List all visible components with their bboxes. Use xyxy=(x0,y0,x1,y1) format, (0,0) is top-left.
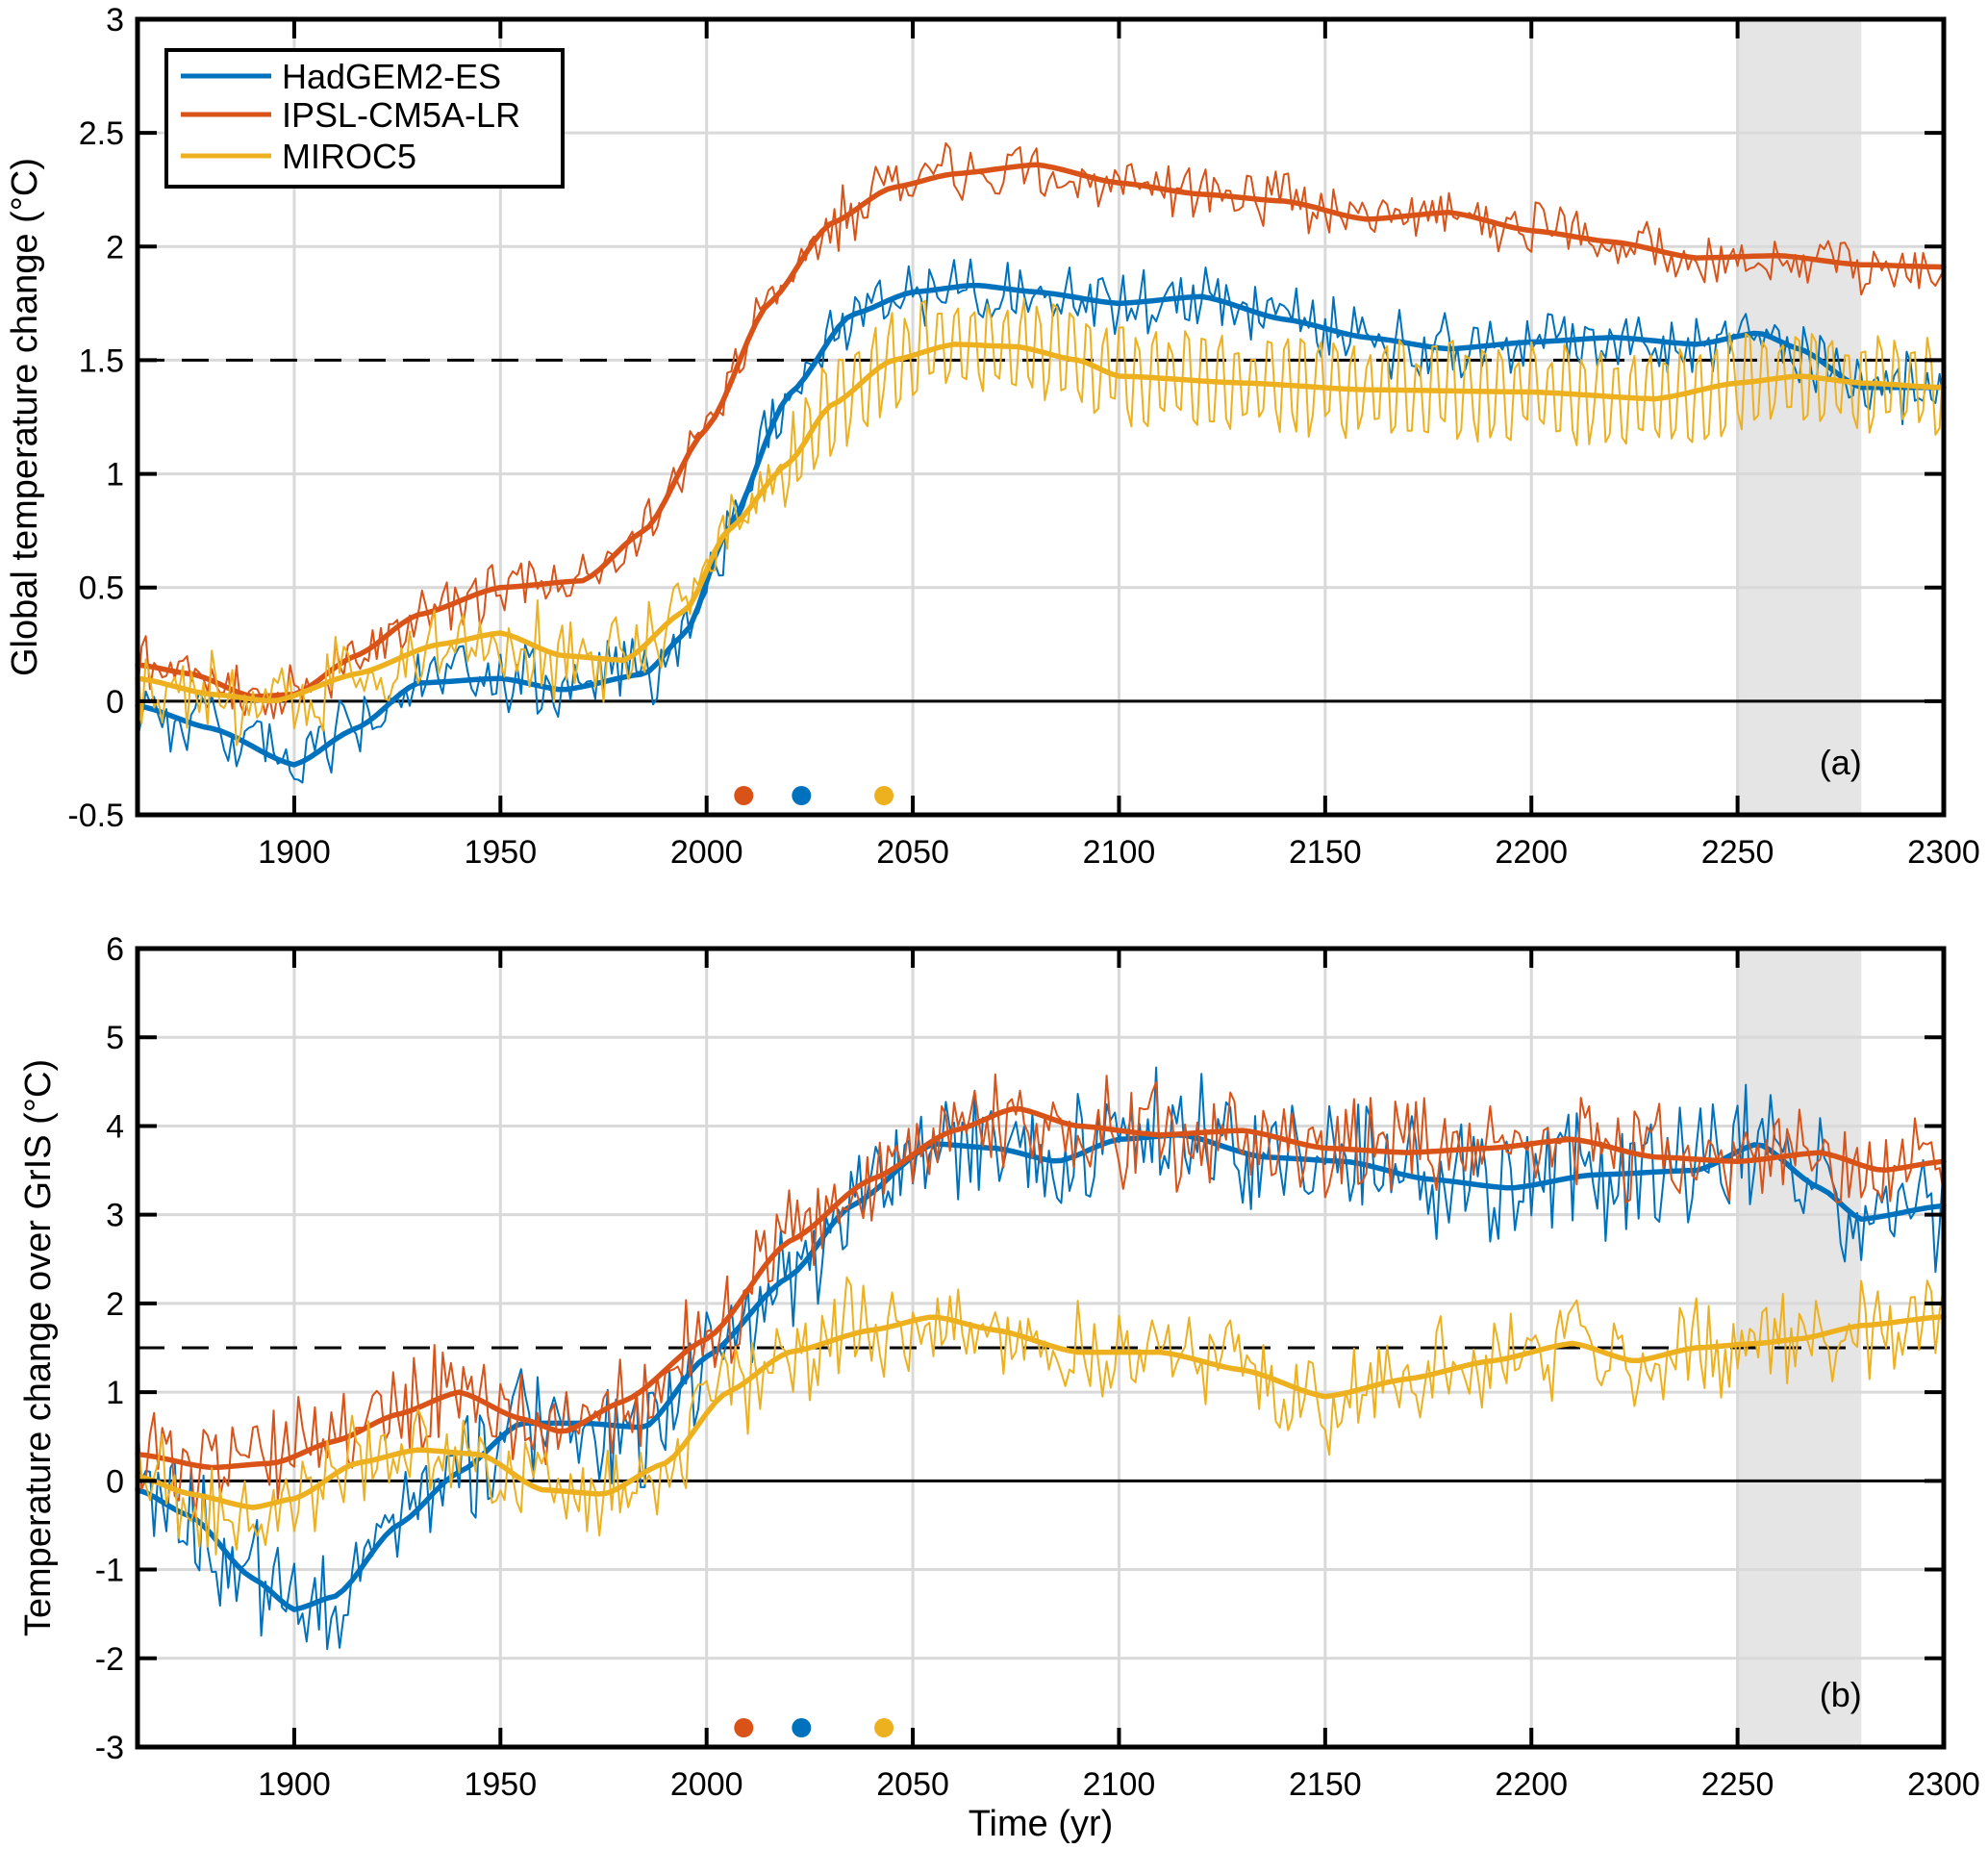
x-axis-title: Time (yr) xyxy=(969,1804,1114,1844)
x-tick-label-2100: 2100 xyxy=(1083,1766,1156,1803)
x-tick-label-2000: 2000 xyxy=(670,834,743,871)
y-tick-label: -0.5 xyxy=(67,798,124,834)
panel-b-gris-temperature: 1900 1950 2000 2050 2100 2150 2200 2250 2300-3-2… xyxy=(18,931,1980,1803)
smoothed-series-ipsl-cm5a-lr xyxy=(135,162,1947,699)
y-axis-title: Global temperature change (°C) xyxy=(5,158,45,676)
y-tick-label: 0 xyxy=(106,684,124,721)
panel-label: (b) xyxy=(1820,1675,1862,1714)
y-tick-label: -1 xyxy=(95,1553,124,1589)
threshold-marker-hadgem2-es xyxy=(792,786,812,805)
x-tick-label-1900: 1900 xyxy=(258,1766,331,1803)
x-tick-label-2000: 2000 xyxy=(670,1766,743,1803)
x-tick-label-1950: 1950 xyxy=(464,834,537,871)
y-tick-label: 3 xyxy=(106,2,124,38)
x-tick-label-1900: 1900 xyxy=(258,834,331,871)
smoothed-series-ipsl-cm5a-lr xyxy=(135,1105,1947,1471)
x-tick-label-2150: 2150 xyxy=(1289,1766,1362,1803)
smoothed-series-hadgem2-es xyxy=(135,282,1947,768)
x-tick-label-2050: 2050 xyxy=(876,1766,949,1803)
legend: HadGEM2-ES IPSL-CM5A-LR MIROC5 xyxy=(164,48,565,189)
x-tick-label-2200: 2200 xyxy=(1495,1766,1568,1803)
y-tick-label: 5 xyxy=(106,1020,124,1056)
x-tick-label-2150: 2150 xyxy=(1289,834,1362,871)
x-tick-label-2300: 2300 xyxy=(1907,834,1980,871)
y-tick-label: -3 xyxy=(95,1730,124,1766)
legend-label-hadgem2-es: HadGEM2-ES xyxy=(282,57,501,96)
y-tick-label: 4 xyxy=(106,1108,124,1145)
smoothed-series-miroc5 xyxy=(135,1313,1947,1510)
x-tick-label-2250: 2250 xyxy=(1701,834,1774,871)
threshold-marker-ipsl-cm5a-lr xyxy=(734,1718,754,1737)
annual-series-ipsl-cm5a-lr xyxy=(137,141,1945,720)
y-tick-label: 2 xyxy=(106,1286,124,1323)
y-tick-label: 0.5 xyxy=(79,570,124,607)
panel-a-global-temperature: 1900 1950 2000 2050 2100 2150 2200 2250 2300 -0.5… xyxy=(5,2,1980,871)
smoothed-series-miroc5 xyxy=(135,342,1947,704)
y-tick-label: 1 xyxy=(106,1375,124,1411)
annual-series-miroc5 xyxy=(137,297,1945,747)
panel-label: (a) xyxy=(1820,743,1862,782)
shaded-period xyxy=(1737,21,1862,813)
legend-box xyxy=(164,48,565,189)
threshold-marker-hadgem2-es xyxy=(792,1718,812,1737)
x-tick-label-1950: 1950 xyxy=(464,1766,537,1803)
annual-series-hadgem2-es xyxy=(137,1066,1945,1651)
y-tick-label: 0 xyxy=(106,1463,124,1500)
smoothed-series-hadgem2-es xyxy=(135,1132,1947,1612)
y-tick-label: 6 xyxy=(106,931,124,968)
x-tick-label-2300: 2300 xyxy=(1907,1766,1980,1803)
y-tick-label: 2.5 xyxy=(79,115,124,152)
axes-frame xyxy=(135,16,1947,818)
legend-label-ipsl-cm5a-lr: IPSL-CM5A-LR xyxy=(282,95,520,135)
y-tick-label: 1.5 xyxy=(79,342,124,379)
y-tick-label: 2 xyxy=(106,229,124,266)
y-axis-title: Temperature change over GrIS (°C) xyxy=(18,1059,59,1636)
threshold-marker-miroc5 xyxy=(874,1718,894,1737)
axes-frame xyxy=(135,946,1947,1750)
x-tick-label-2250: 2250 xyxy=(1701,1766,1774,1803)
threshold-marker-ipsl-cm5a-lr xyxy=(734,786,754,805)
x-tick-label-2200: 2200 xyxy=(1495,834,1568,871)
y-tick-label: 3 xyxy=(106,1198,124,1234)
annual-series-miroc5 xyxy=(137,1276,1945,1556)
legend-label-miroc5: MIROC5 xyxy=(282,137,416,176)
y-tick-label: -2 xyxy=(95,1641,124,1678)
x-tick-label-2050: 2050 xyxy=(876,834,949,871)
x-tick-label-2100: 2100 xyxy=(1083,834,1156,871)
y-tick-label: 1 xyxy=(106,457,124,494)
threshold-marker-miroc5 xyxy=(874,786,894,805)
